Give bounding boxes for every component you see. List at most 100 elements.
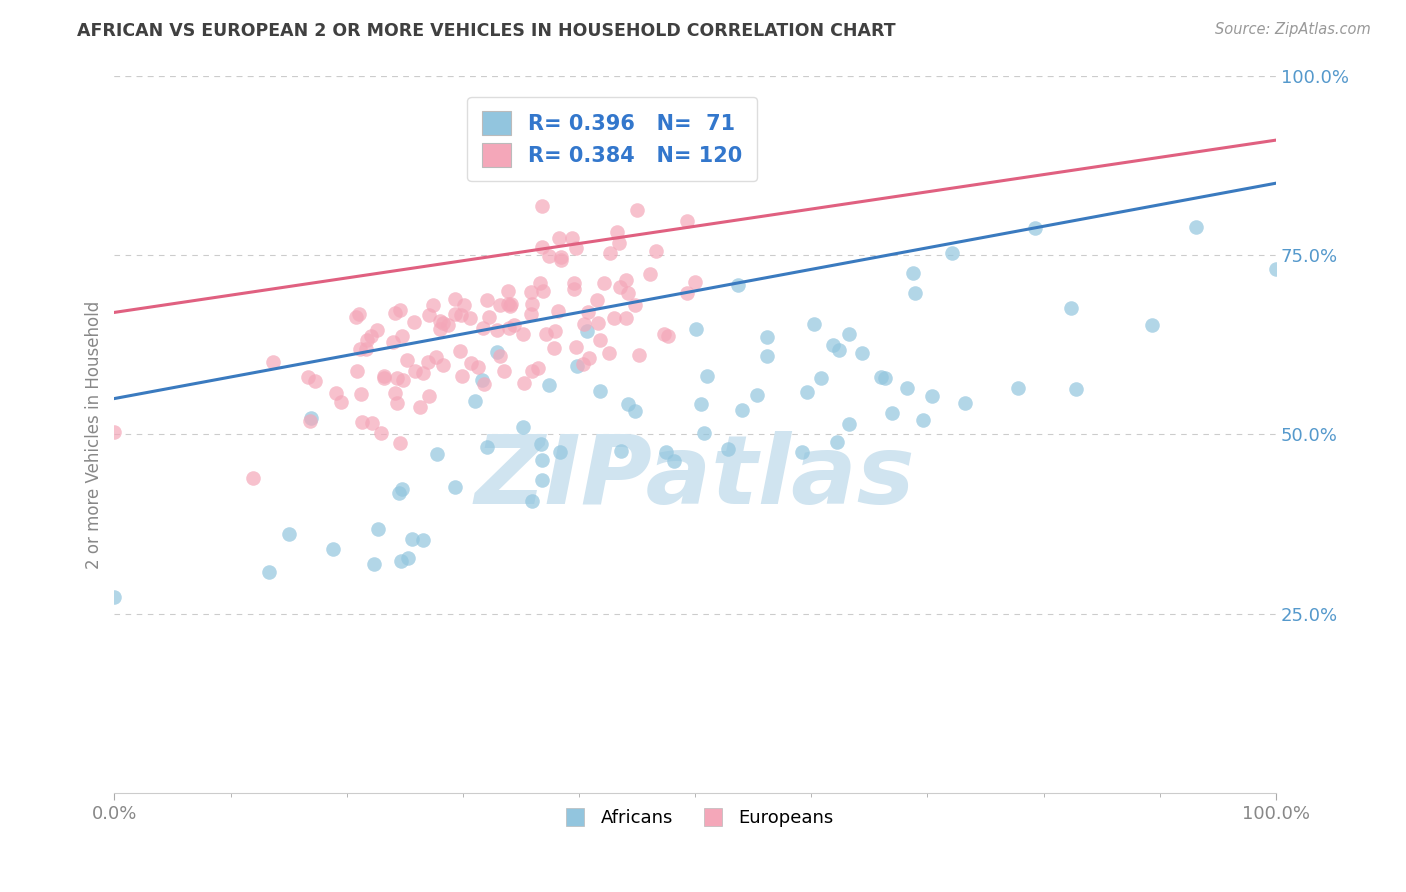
Point [730, 403, 752, 417]
Point [325, 386, 347, 401]
Point [531, 452, 554, 467]
Point [366, 323, 388, 337]
Point [550, 253, 572, 268]
Point [330, 395, 353, 409]
Point [562, 276, 585, 290]
Point [838, 417, 860, 431]
Point [693, 425, 716, 440]
Point [901, 266, 924, 280]
Point [460, 356, 482, 370]
Point [609, 280, 631, 294]
Point [548, 231, 571, 245]
Point [356, 342, 378, 356]
Point [502, 318, 524, 333]
Point [1007, 381, 1029, 395]
Point [477, 440, 499, 454]
Point [259, 565, 281, 579]
Point [645, 244, 668, 258]
Point [610, 444, 633, 458]
Point [412, 366, 434, 380]
Point [350, 415, 373, 429]
Point [367, 523, 389, 537]
Point [1066, 382, 1088, 396]
Point [755, 330, 778, 344]
Point [537, 249, 560, 263]
Point [298, 414, 321, 428]
Point [717, 442, 740, 457]
Point [385, 395, 408, 409]
Point [486, 323, 509, 337]
Point [572, 357, 595, 371]
Point [467, 359, 489, 374]
Point [489, 297, 512, 311]
Point [614, 311, 637, 326]
Point [904, 286, 927, 301]
Point [418, 389, 440, 403]
Point [548, 445, 571, 459]
Point [389, 303, 412, 318]
Point [496, 285, 519, 299]
Point [478, 310, 501, 325]
Point [638, 267, 661, 281]
Point [422, 298, 444, 312]
Point [953, 396, 976, 410]
Point [690, 397, 713, 411]
Point [458, 310, 481, 325]
Point [561, 231, 583, 245]
Point [391, 329, 413, 343]
Point [921, 389, 943, 403]
Point [589, 334, 612, 348]
Point [623, 404, 645, 418]
Point [617, 285, 640, 300]
Point [941, 246, 963, 260]
Point [389, 435, 412, 450]
Point [755, 349, 778, 363]
Point [657, 329, 679, 343]
Point [565, 359, 588, 374]
Point [522, 364, 544, 378]
Point [530, 199, 553, 213]
Point [875, 371, 897, 385]
Point [1265, 261, 1288, 276]
Point [564, 340, 586, 354]
Point [388, 486, 411, 500]
Point [429, 322, 451, 336]
Legend: Africans, Europeans: Africans, Europeans [550, 802, 841, 835]
Point [443, 307, 465, 321]
Point [373, 368, 395, 383]
Point [520, 307, 543, 321]
Point [821, 338, 844, 352]
Point [471, 373, 494, 387]
Point [360, 328, 382, 343]
Point [304, 374, 326, 388]
Point [803, 318, 825, 332]
Point [347, 307, 370, 321]
Point [401, 533, 423, 547]
Point [278, 527, 301, 541]
Y-axis label: 2 or more Vehicles in Household: 2 or more Vehicles in Household [86, 301, 103, 568]
Point [429, 313, 451, 327]
Point [1185, 220, 1208, 235]
Point [586, 316, 609, 330]
Point [498, 321, 520, 335]
Point [437, 318, 460, 332]
Point [851, 345, 873, 359]
Point [391, 373, 413, 387]
Point [827, 343, 849, 358]
Point [471, 320, 494, 334]
Point [425, 350, 447, 364]
Point [576, 324, 599, 338]
Point [453, 297, 475, 311]
Point [391, 554, 413, 568]
Point [297, 370, 319, 384]
Point [676, 214, 699, 228]
Point [485, 345, 508, 359]
Text: ZIPatlas: ZIPatlas [475, 431, 915, 524]
Point [242, 471, 264, 485]
Point [593, 276, 616, 290]
Point [614, 273, 637, 287]
Point [404, 363, 426, 377]
Point [349, 342, 371, 356]
Point [896, 381, 918, 395]
Point [263, 354, 285, 368]
